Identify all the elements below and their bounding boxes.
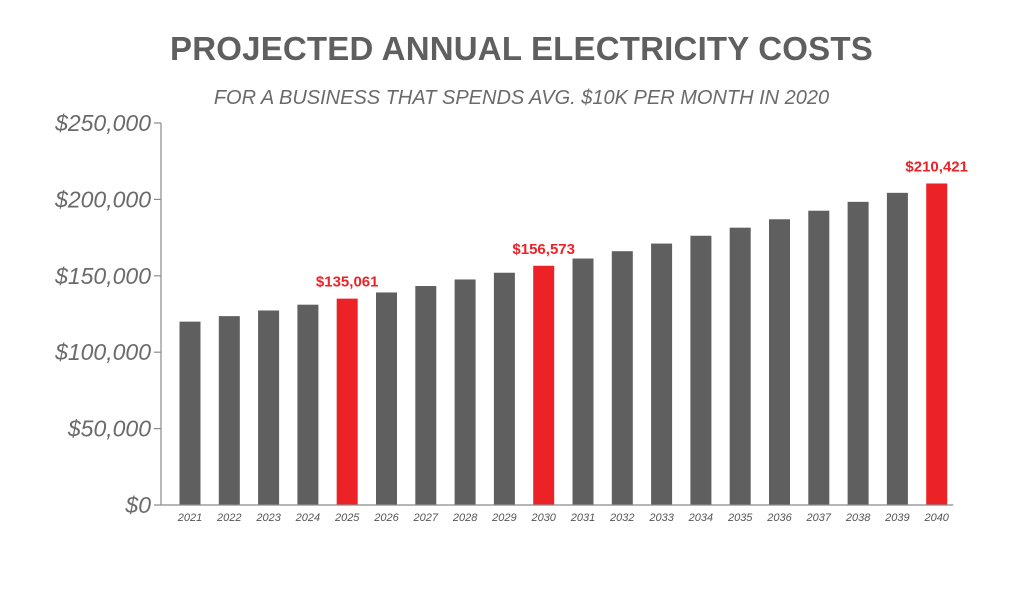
x-axis: 2021 2022 2023 2024 2025 2026 2027 2028 2029 2030… xyxy=(161,504,954,524)
x-tick-label: 2033 xyxy=(648,512,674,524)
chart-subtitle: FOR A BUSINESS THAT SPENDS AVG. $10K PER… xyxy=(213,87,830,109)
y-tick-label: $50,000 xyxy=(67,416,151,442)
bar-2040 xyxy=(926,183,948,505)
bar-2038 xyxy=(847,201,869,506)
bar-2022 xyxy=(218,316,240,505)
bar-2021 xyxy=(179,321,201,505)
bar-2039 xyxy=(886,192,908,506)
bar-2024 xyxy=(297,304,319,505)
bar-2031 xyxy=(572,258,594,505)
bar-2027 xyxy=(415,286,437,505)
x-tick-label: 2029 xyxy=(491,512,516,524)
x-tick-label: 2031 xyxy=(570,512,595,524)
data-labels: $135,061 $156,573 $210,421 xyxy=(316,158,968,290)
bar-2025 xyxy=(336,298,358,505)
bar-2033 xyxy=(651,243,673,505)
x-tick-label: 2030 xyxy=(530,512,556,524)
x-tick-label: 2022 xyxy=(216,512,241,524)
y-axis: $0 $50,000 $100,000 $150,000 $200,000 $250,00… xyxy=(54,110,162,518)
x-tick-label: 2025 xyxy=(334,512,360,524)
chart-title: PROJECTED ANNUAL ELECTRICITY COSTS xyxy=(170,30,873,67)
bar-2034 xyxy=(690,235,712,505)
x-tick-label: 2024 xyxy=(295,512,320,524)
x-tick-label: 2039 xyxy=(884,512,909,524)
data-label-2025: $135,061 xyxy=(316,274,379,291)
y-tick-label: $0 xyxy=(124,492,151,518)
x-tick-label: 2035 xyxy=(727,512,753,524)
bar-2037 xyxy=(808,210,830,505)
bar-2032 xyxy=(611,251,633,505)
x-tick-label: 2032 xyxy=(609,512,634,524)
x-tick-label: 2036 xyxy=(766,512,792,524)
bar-2023 xyxy=(258,310,280,505)
bar-2029 xyxy=(493,272,515,505)
bars xyxy=(179,183,948,506)
bar-2036 xyxy=(769,219,790,505)
bar-2030 xyxy=(533,265,555,505)
y-tick-label: $250,000 xyxy=(54,110,151,136)
x-tick-label: 2021 xyxy=(177,512,202,524)
x-tick-label: 2023 xyxy=(255,512,281,524)
x-tick-label: 2040 xyxy=(923,512,949,524)
x-tick-label: 2034 xyxy=(688,512,713,524)
x-tick-label: 2038 xyxy=(845,512,871,524)
bar-2026 xyxy=(376,292,397,505)
bar-2028 xyxy=(454,279,476,505)
x-tick-label: 2028 xyxy=(452,512,478,524)
y-tick-label: $150,000 xyxy=(54,263,151,289)
x-tick-label: 2037 xyxy=(806,512,832,524)
data-label-2040: $210,421 xyxy=(905,158,968,175)
x-tick-label: 2027 xyxy=(413,512,439,524)
bar-2035 xyxy=(729,227,751,505)
x-tick-label: 2026 xyxy=(373,512,399,524)
data-label-2030: $156,573 xyxy=(512,241,575,258)
y-tick-label: $100,000 xyxy=(54,339,151,365)
y-tick-label: $200,000 xyxy=(54,186,151,212)
